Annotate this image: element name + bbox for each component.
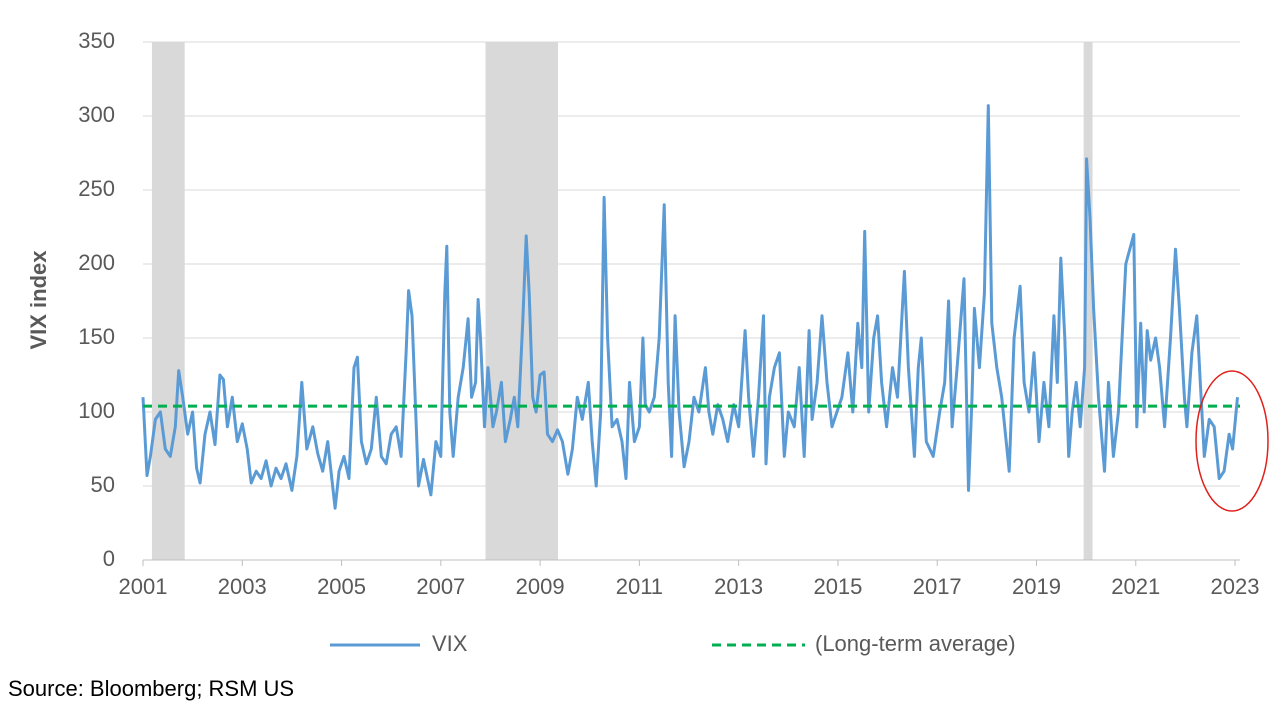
legend-label: (Long-term average)	[815, 631, 1016, 656]
x-tick-label: 2013	[714, 574, 763, 599]
shaded-period	[485, 42, 558, 560]
y-tick-label: 50	[91, 472, 115, 497]
x-tick-label: 2019	[1012, 574, 1061, 599]
series-line	[141, 104, 1239, 510]
y-tick-label: 300	[78, 102, 115, 127]
y-tick-label: 0	[103, 546, 115, 571]
legend-label: VIX	[432, 631, 468, 656]
x-tick-label: 2007	[416, 574, 465, 599]
y-tick-label: 350	[78, 28, 115, 53]
x-tick-label: 2011	[616, 574, 663, 599]
shaded-period	[1083, 42, 1093, 560]
y-axis-label: VIX index	[26, 250, 51, 350]
shaded-period	[151, 42, 185, 560]
x-tick-label: 2001	[119, 574, 168, 599]
highlight-ellipse	[1195, 370, 1269, 512]
x-tick-label: 2017	[913, 574, 962, 599]
y-tick-label: 250	[78, 176, 115, 201]
x-tick-label: 2005	[317, 574, 366, 599]
y-tick-label: 100	[78, 398, 115, 423]
x-tick-label: 2015	[813, 574, 862, 599]
source-note: Source: Bloomberg; RSM US	[8, 676, 294, 701]
y-tick-label: 150	[78, 324, 115, 349]
x-tick-label: 2021	[1111, 574, 1160, 599]
x-tick-label: 2009	[516, 574, 565, 599]
x-tick-label: 2003	[218, 574, 267, 599]
y-tick-label: 200	[78, 250, 115, 275]
x-tick-label: 2023	[1211, 574, 1260, 599]
